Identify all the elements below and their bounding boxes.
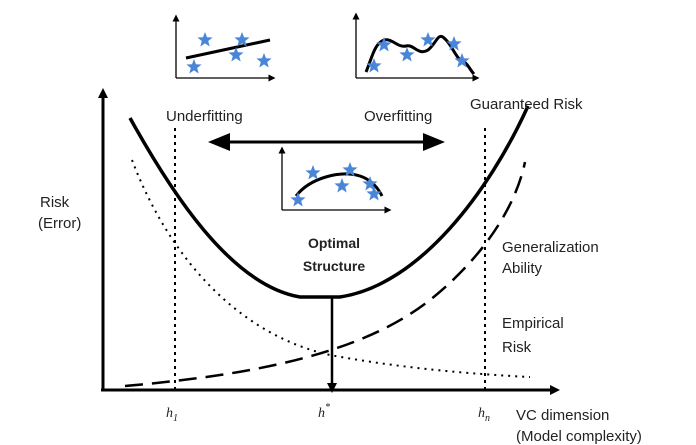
x-axis-label-vc: VC dimension: [516, 407, 609, 424]
star-marker-icon: [399, 47, 415, 62]
empirical-risk-label-1: Empirical: [502, 315, 564, 332]
star-marker-icon: [366, 58, 382, 73]
tick-hstar: h*: [318, 402, 330, 421]
optimal-structure-label-1: Optimal: [308, 235, 360, 251]
star-marker-icon: [366, 186, 382, 201]
star-marker-icon: [420, 32, 436, 47]
empirical-risk-label-2: Risk: [502, 339, 532, 356]
star-marker-icon: [454, 53, 470, 68]
star-marker-icon: [256, 53, 272, 68]
star-marker-icon: [305, 165, 321, 180]
generalization-label-1: Generalization: [502, 239, 599, 256]
star-marker-icon: [197, 32, 213, 47]
arrow-head-left: [208, 133, 230, 151]
arrow-head-right: [423, 133, 445, 151]
star-marker-icon: [334, 178, 350, 193]
tick-h1: h1: [166, 406, 178, 424]
y-axis-label-risk: Risk: [40, 194, 70, 211]
generalization-ability-curve: [124, 161, 527, 388]
tick-hn: hn: [478, 406, 490, 424]
star-marker-icon: [362, 176, 378, 191]
generalization-label-2: Ability: [502, 260, 543, 277]
star-marker-icon: [290, 192, 306, 207]
star-marker-icon: [446, 36, 462, 51]
underfitting-label: Underfitting: [166, 108, 243, 125]
star-marker-icon: [234, 32, 250, 47]
star-markers: [186, 32, 470, 207]
x-axis-label-complexity: (Model complexity): [516, 428, 642, 445]
star-marker-icon: [376, 37, 392, 52]
star-marker-icon: [342, 162, 358, 177]
y-axis-label-error: (Error): [38, 215, 81, 232]
underfitting-inset: [172, 14, 276, 82]
star-marker-icon: [186, 59, 202, 74]
overfitting-label: Overfitting: [364, 108, 432, 125]
optimal-inset: [278, 146, 392, 214]
guaranteed-risk-curve: [128, 105, 530, 299]
optimal-structure-label-2: Structure: [303, 258, 365, 274]
star-marker-icon: [228, 47, 244, 62]
guaranteed-risk-label: Guaranteed Risk: [470, 96, 583, 113]
